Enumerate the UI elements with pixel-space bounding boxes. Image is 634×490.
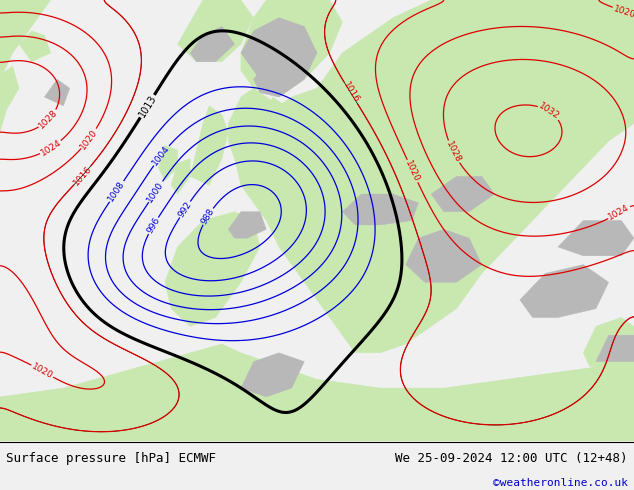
Polygon shape [342,194,418,225]
Text: ©weatheronline.co.uk: ©weatheronline.co.uk [493,478,628,488]
Polygon shape [228,212,266,238]
Polygon shape [266,97,285,119]
Text: 1028: 1028 [37,108,60,131]
Polygon shape [431,176,495,212]
Text: 996: 996 [145,216,162,235]
Text: 1028: 1028 [444,140,463,164]
Polygon shape [0,66,19,132]
Polygon shape [406,229,482,282]
Text: 1013: 1013 [137,93,158,119]
Polygon shape [0,344,634,441]
Polygon shape [190,106,228,185]
Polygon shape [19,31,51,62]
Text: 1020: 1020 [612,4,634,20]
Text: 1016: 1016 [341,81,361,105]
Text: 992: 992 [176,200,193,219]
Text: 988: 988 [200,207,216,226]
Polygon shape [158,146,178,181]
Polygon shape [44,79,70,106]
Polygon shape [228,0,634,353]
Polygon shape [0,0,51,79]
Polygon shape [190,26,235,62]
Text: 1020: 1020 [404,159,422,183]
Polygon shape [241,353,304,397]
Polygon shape [583,318,634,370]
Text: 1008: 1008 [107,179,127,203]
Polygon shape [178,0,254,62]
Polygon shape [596,335,634,362]
Text: Surface pressure [hPa] ECMWF: Surface pressure [hPa] ECMWF [6,452,216,465]
Text: 1020: 1020 [30,362,55,381]
Polygon shape [254,35,317,97]
Polygon shape [241,18,317,88]
Text: 1024: 1024 [39,138,63,158]
Text: 1000: 1000 [146,180,165,204]
Text: 1024: 1024 [607,203,631,222]
Text: 1020: 1020 [79,127,100,151]
Text: 1004: 1004 [151,144,172,168]
Polygon shape [165,212,260,326]
Polygon shape [520,265,609,318]
Text: We 25-09-2024 12:00 UTC (12+48): We 25-09-2024 12:00 UTC (12+48) [395,452,628,465]
Polygon shape [241,0,342,97]
Polygon shape [558,220,634,256]
Text: 1032: 1032 [537,101,561,122]
Polygon shape [171,159,190,194]
Polygon shape [609,388,634,423]
Text: 1016: 1016 [72,164,93,187]
